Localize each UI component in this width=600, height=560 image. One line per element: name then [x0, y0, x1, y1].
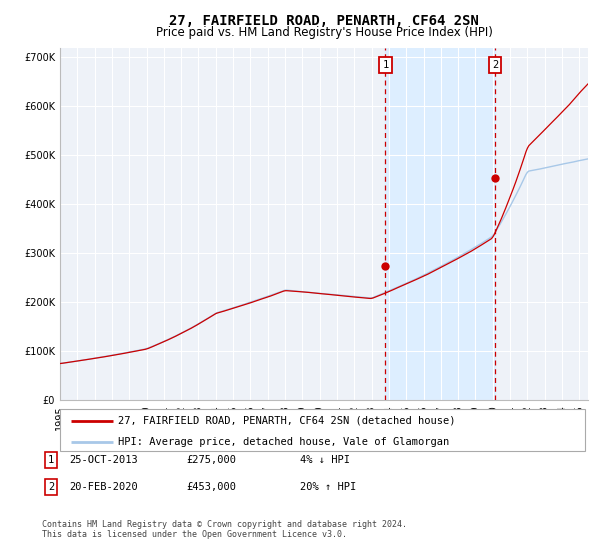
- Text: 27, FAIRFIELD ROAD, PENARTH, CF64 2SN (detached house): 27, FAIRFIELD ROAD, PENARTH, CF64 2SN (d…: [118, 416, 455, 426]
- Text: Price paid vs. HM Land Registry's House Price Index (HPI): Price paid vs. HM Land Registry's House …: [155, 26, 493, 39]
- Text: 2: 2: [492, 60, 498, 70]
- Text: 2: 2: [48, 482, 54, 492]
- Text: 20% ↑ HPI: 20% ↑ HPI: [300, 482, 356, 492]
- FancyBboxPatch shape: [60, 409, 585, 451]
- Text: 20-FEB-2020: 20-FEB-2020: [69, 482, 138, 492]
- Text: 1: 1: [48, 455, 54, 465]
- Text: 1: 1: [382, 60, 389, 70]
- Text: 25-OCT-2013: 25-OCT-2013: [69, 455, 138, 465]
- Text: Contains HM Land Registry data © Crown copyright and database right 2024.
This d: Contains HM Land Registry data © Crown c…: [42, 520, 407, 539]
- Text: £453,000: £453,000: [186, 482, 236, 492]
- Text: 27, FAIRFIELD ROAD, PENARTH, CF64 2SN: 27, FAIRFIELD ROAD, PENARTH, CF64 2SN: [169, 14, 479, 28]
- Text: £275,000: £275,000: [186, 455, 236, 465]
- Text: HPI: Average price, detached house, Vale of Glamorgan: HPI: Average price, detached house, Vale…: [118, 437, 449, 446]
- Bar: [385, 48, 495, 400]
- Text: 4% ↓ HPI: 4% ↓ HPI: [300, 455, 350, 465]
